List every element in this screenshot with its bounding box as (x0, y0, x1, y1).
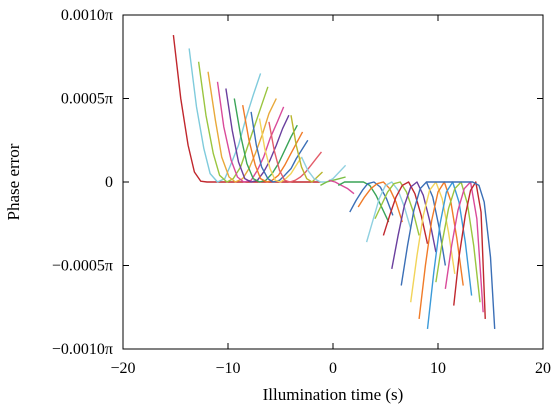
x-tick-label: 10 (430, 360, 446, 377)
series-line-14 (320, 176, 346, 186)
series-line-1 (172, 34, 321, 183)
series-line-10 (258, 118, 303, 183)
series-line-16 (337, 181, 390, 223)
series-line-5 (216, 81, 285, 183)
y-tick-label: 0.0010π (61, 7, 113, 24)
series-layer (172, 34, 496, 330)
series-line-11 (268, 121, 323, 183)
series-line-15 (328, 179, 355, 195)
series-line-25 (418, 181, 464, 320)
y-tick-label: 0.0005π (61, 91, 113, 108)
series-line-13 (300, 156, 347, 183)
series-line-19 (365, 181, 412, 243)
series-line-2 (188, 48, 262, 183)
series-line-24 (410, 181, 456, 303)
series-line-29 (453, 181, 486, 319)
y-tick-label: −0.0010π (52, 341, 113, 358)
series-line-21 (382, 181, 429, 244)
y-axis-label: Phase error (4, 143, 23, 220)
x-tick-label: −10 (215, 360, 240, 377)
y-tick-label: 0 (105, 174, 113, 191)
y-tick-label: −0.0005π (52, 258, 113, 275)
series-line-26 (426, 181, 473, 330)
series-line-3 (197, 61, 269, 183)
series-line-7 (233, 98, 298, 183)
series-line-20 (374, 181, 420, 236)
series-line-8 (242, 105, 304, 183)
series-line-28 (444, 181, 484, 313)
series-line-30 (426, 181, 496, 330)
series-line-12 (290, 115, 323, 183)
series-line-4 (207, 71, 277, 183)
x-axis-label: Illumination time (s) (263, 385, 404, 404)
series-line-27 (435, 181, 481, 303)
x-tick-label: 20 (535, 360, 551, 377)
x-tick-label: −20 (110, 360, 135, 377)
x-tick-label: 0 (329, 360, 337, 377)
ticks-layer: −20 −10 0 10 20 0.0010π 0.0005π 0 −0.0005π −0.001… (52, 7, 551, 377)
series-line-23 (400, 181, 447, 286)
series-line-22 (391, 181, 437, 269)
